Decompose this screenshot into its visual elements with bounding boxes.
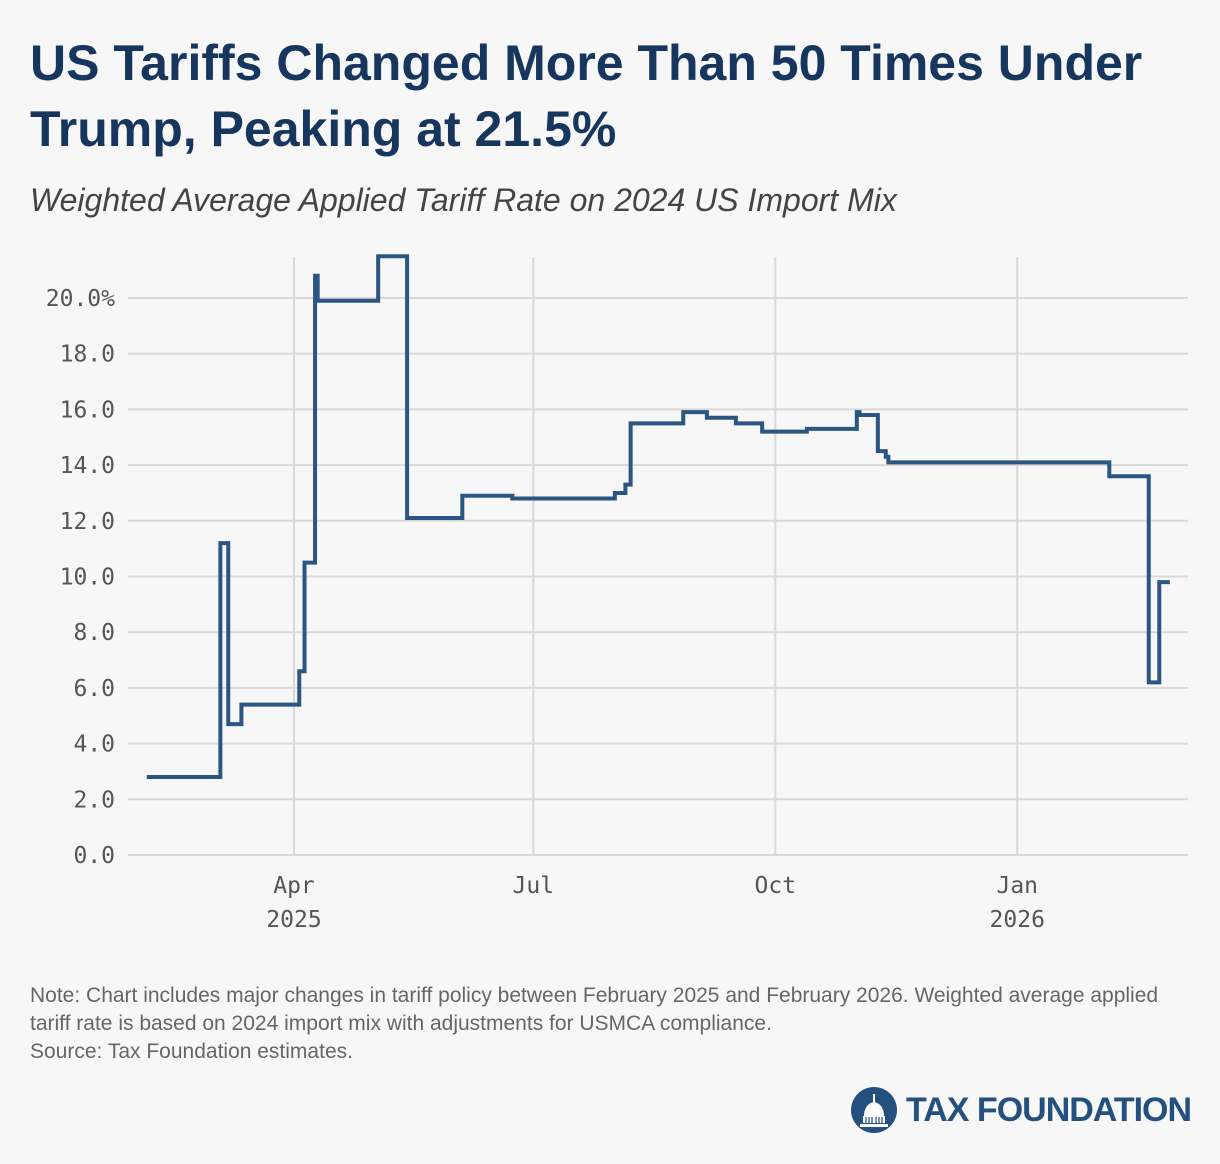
capitol-dome-icon	[851, 1087, 897, 1133]
y-tick-label: 4.0	[73, 732, 115, 758]
chart-note: Note: Chart includes major changes in ta…	[30, 982, 1180, 1066]
x-tick-label: Apr	[273, 873, 315, 899]
chart-title: US Tariffs Changed More Than 50 Times Un…	[30, 35, 1143, 157]
x-tick-year-label: 2026	[990, 907, 1045, 933]
source-text: Source: Tax Foundation estimates.	[30, 1040, 353, 1063]
x-tick-label: Jul	[513, 873, 555, 899]
y-tick-label: 2.0	[73, 787, 115, 813]
gridlines	[128, 257, 1188, 856]
x-tick-label: Oct	[755, 873, 797, 899]
tax-foundation-logo: TAX FOUNDATION	[850, 1086, 1192, 1134]
y-tick-label: 6.0	[73, 676, 115, 702]
x-axis-ticks: Apr 2025 Jul Oct Jan 2026	[266, 873, 1045, 933]
y-tick-label: 14.0	[60, 453, 115, 479]
y-tick-label: 20.0%	[46, 286, 115, 312]
series-line	[146, 254, 1170, 780]
note-text: Note: Chart includes major changes in ta…	[30, 984, 1159, 1035]
y-tick-label: 0.0	[73, 843, 115, 869]
logo-text: TAX FOUNDATION	[906, 1090, 1192, 1129]
y-tick-label: 12.0	[60, 509, 115, 535]
x-tick-label: Jan	[996, 873, 1038, 899]
chart-subtitle: Weighted Average Applied Tariff Rate on …	[30, 182, 897, 218]
y-tick-label: 16.0	[60, 397, 115, 423]
x-tick-year-label: 2025	[266, 907, 321, 933]
series	[146, 254, 1170, 780]
y-tick-label: 8.0	[73, 620, 115, 646]
y-tick-label: 10.0	[60, 565, 115, 591]
y-tick-label: 18.0	[60, 342, 115, 368]
y-axis-ticks: 0.0 2.0 4.0 6.0 8.0 10.0 12.0 14.0 16.0 18.0 20.0%	[46, 286, 115, 869]
